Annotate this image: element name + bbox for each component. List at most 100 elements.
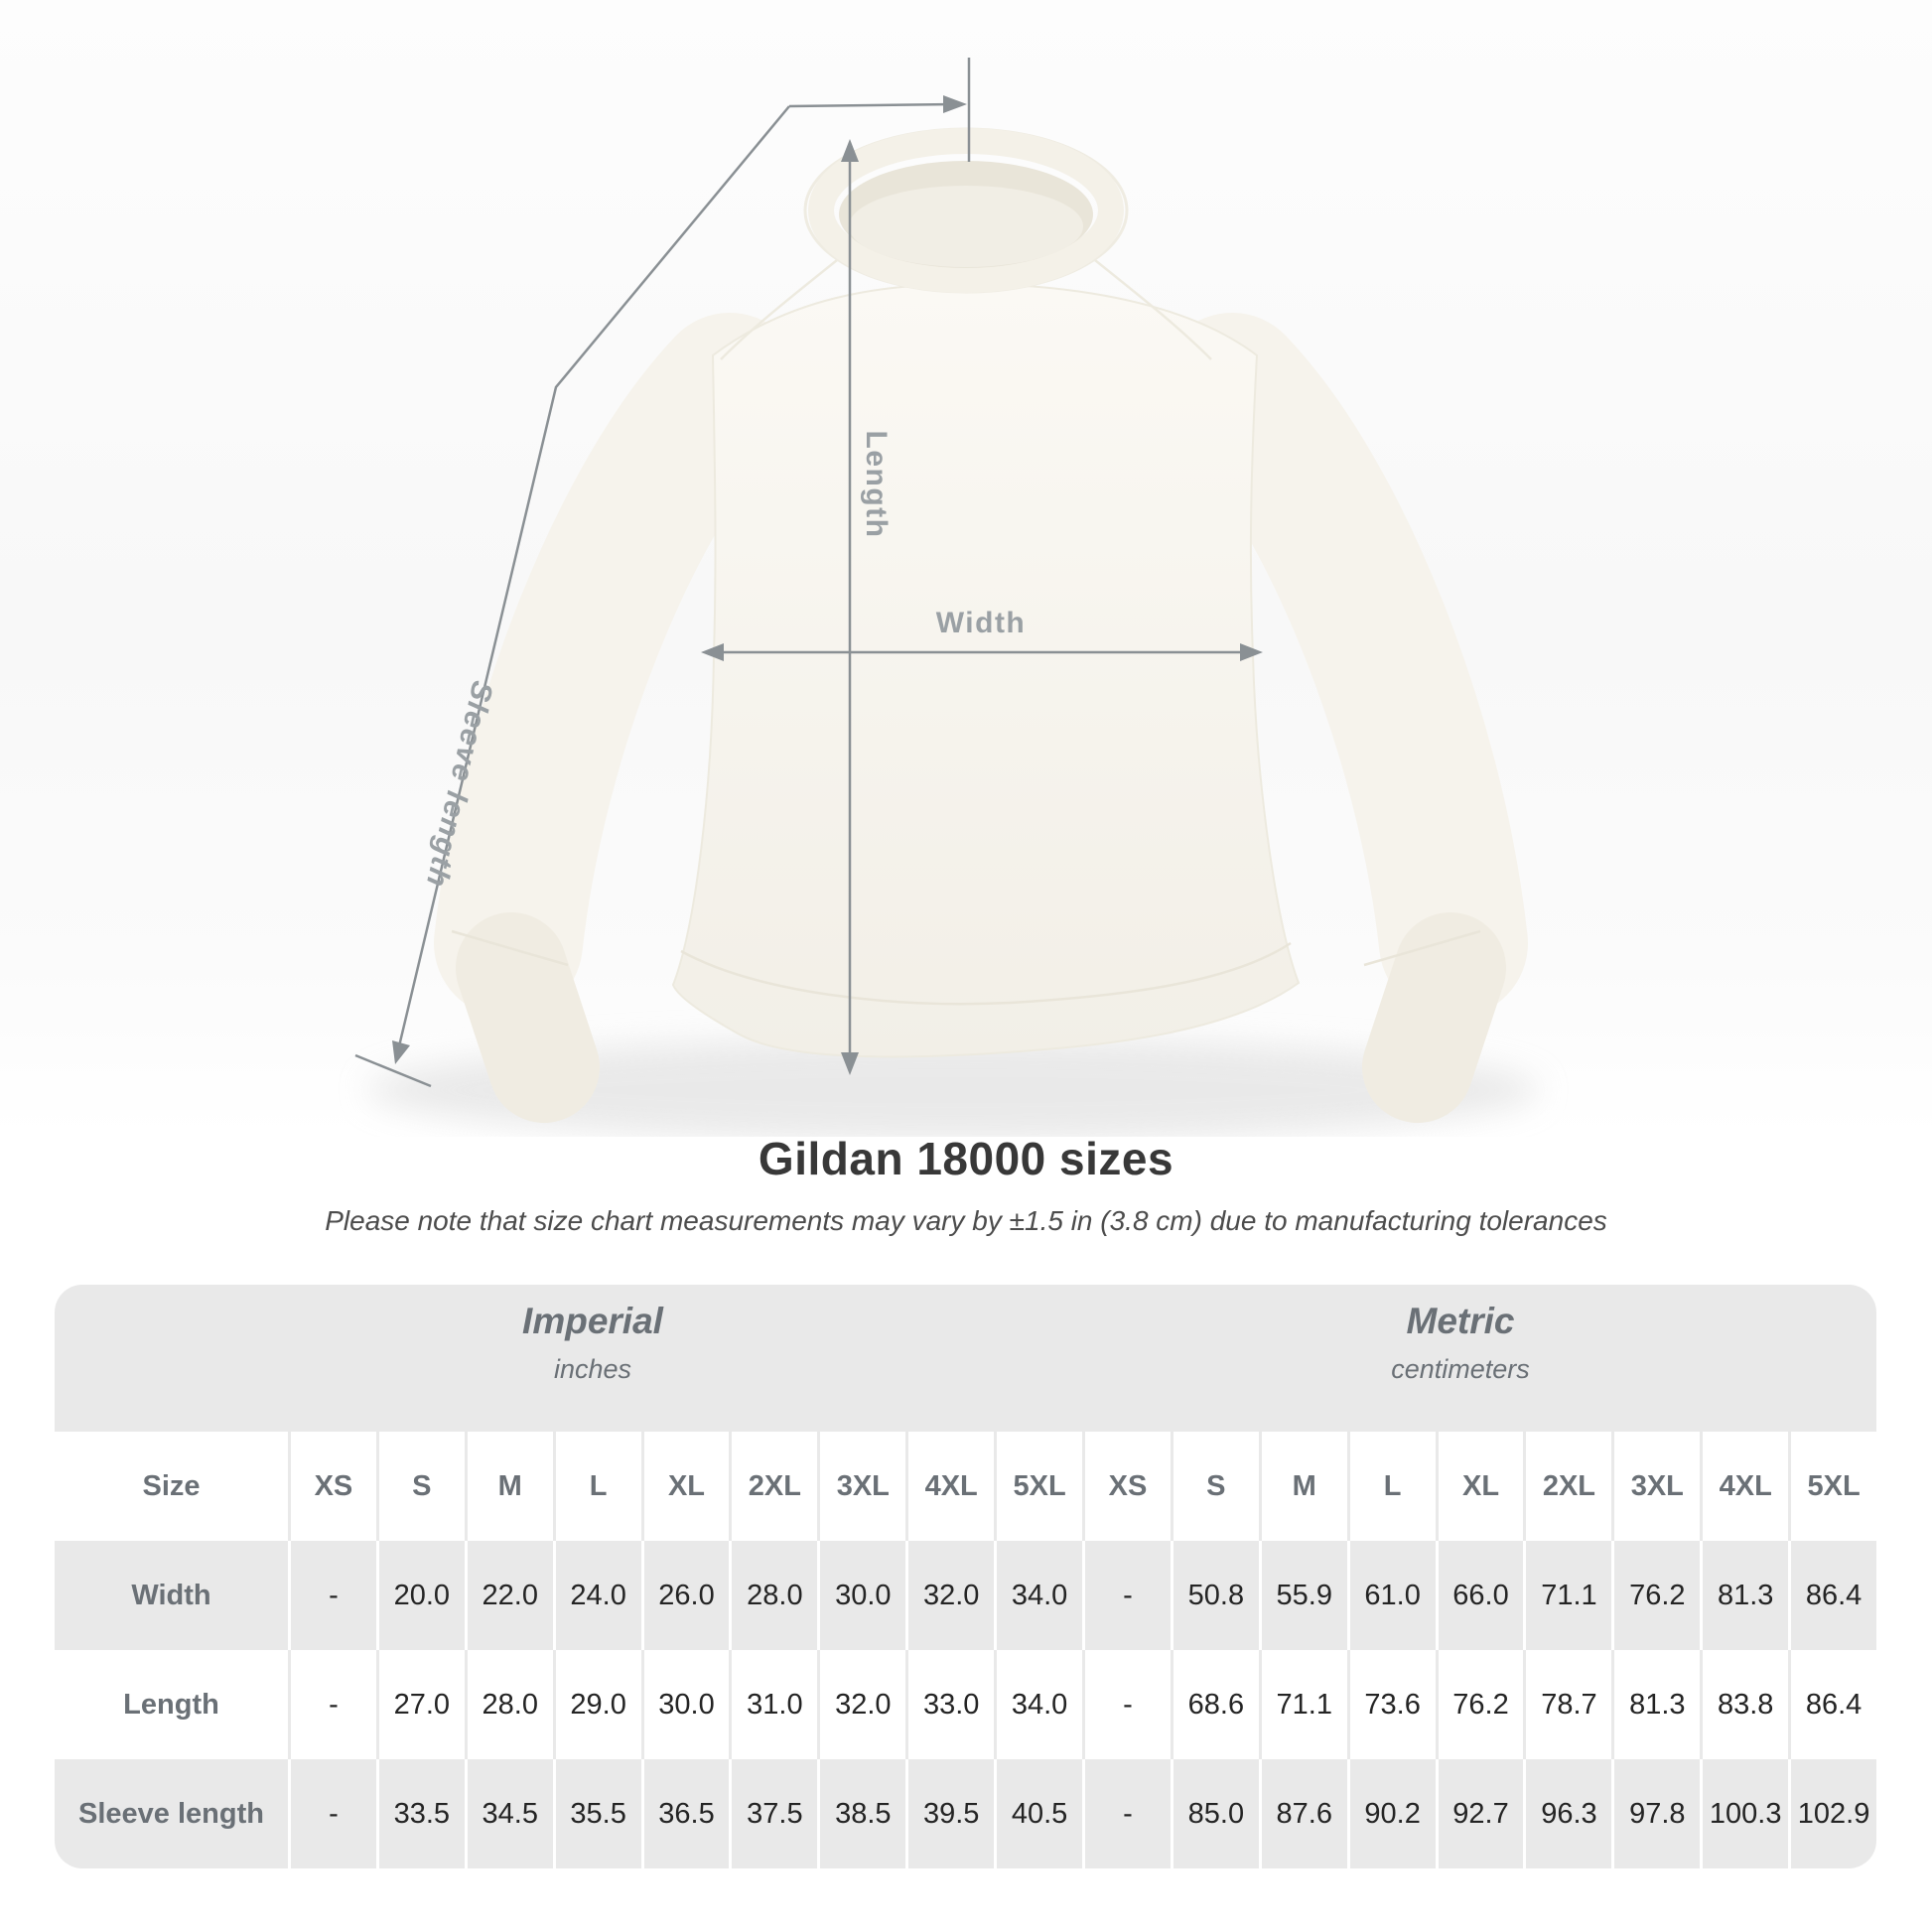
imperial-value: 20.0: [375, 1541, 465, 1650]
metric-value: 86.4: [1788, 1650, 1876, 1759]
size-column-header-imperial: S: [375, 1432, 465, 1541]
page-title: Gildan 18000 sizes: [758, 1133, 1174, 1184]
imperial-value: 33.5: [375, 1759, 465, 1868]
metric-value: 90.2: [1346, 1759, 1436, 1868]
size-column-header-metric: M: [1258, 1432, 1347, 1541]
right-cuff-seam: [1363, 929, 1481, 967]
metric-value: 92.7: [1435, 1759, 1524, 1868]
metric-value: 55.9: [1258, 1541, 1347, 1650]
metric-value: 81.3: [1611, 1650, 1700, 1759]
size-column-header-metric: XL: [1435, 1432, 1524, 1541]
imperial-value: 40.5: [994, 1759, 1082, 1868]
imperial-value: -: [288, 1541, 376, 1650]
sweatshirt-photo: [354, 58, 1539, 1137]
size-column-header-metric: S: [1170, 1432, 1259, 1541]
measurement-lines: [354, 58, 1253, 1088]
size-table-rows: Size XS S M L XL 2XL 3XL 4XL 5XL XS S M L XL 2XL 3XL 4XL 5…: [55, 1432, 1876, 1868]
sleeve-measure-line: [396, 105, 790, 1051]
imperial-value: 32.0: [905, 1541, 994, 1650]
imperial-value: 31.0: [729, 1650, 817, 1759]
imperial-value: 32.0: [817, 1650, 905, 1759]
size-column-header-imperial: 5XL: [994, 1432, 1082, 1541]
metric-value: 87.6: [1258, 1759, 1347, 1868]
size-corner-header: Size: [142, 1469, 201, 1502]
size-column-header-imperial: XL: [640, 1432, 730, 1541]
metric-value: 78.7: [1523, 1650, 1611, 1759]
imperial-value: -: [288, 1650, 376, 1759]
imperial-unit-name: inches: [553, 1354, 632, 1384]
crewneck-collar: [803, 127, 1129, 294]
metric-value: 76.2: [1435, 1650, 1524, 1759]
size-column-header-metric: XS: [1082, 1432, 1171, 1541]
size-column-header-metric: 5XL: [1788, 1432, 1876, 1541]
measurement-row: Length -27.0 28.0 29.0 30.0 31.0 32.0 33.0 34.0-…: [55, 1650, 1876, 1759]
imperial-value: -: [288, 1759, 376, 1868]
imperial-label: Imperial: [522, 1301, 663, 1341]
metric-value: 68.6: [1170, 1650, 1259, 1759]
imperial-value: 29.0: [552, 1650, 641, 1759]
measurement-row: Sleeve length -33.5 34.5 35.5 36.5 37.5 38.5 39…: [55, 1759, 1876, 1868]
cuff-end-tick: [354, 1053, 432, 1088]
measurement-row: Width -20.0 22.0 24.0 26.0 28.0 30.0 32.0 34.0-5…: [55, 1541, 1876, 1650]
tolerance-note: Please note that size chart measurements…: [325, 1205, 1607, 1236]
imperial-value: 27.0: [375, 1650, 465, 1759]
imperial-value: 30.0: [640, 1650, 730, 1759]
metric-value: 86.4: [1788, 1541, 1876, 1650]
width-annotation-label: Width: [935, 607, 1027, 639]
imperial-value: 24.0: [552, 1541, 641, 1650]
garment-shadow: [367, 1038, 1539, 1137]
metric-value: 76.2: [1611, 1541, 1700, 1650]
measure-arrowheads: [392, 95, 1263, 1075]
metric-label: Metric: [1406, 1301, 1515, 1341]
metric-value: 50.8: [1170, 1541, 1259, 1650]
unit-header-band: Imperial inches Metric centimeters: [55, 1285, 1876, 1432]
size-column-header-metric: L: [1346, 1432, 1436, 1541]
left-sleeve: [434, 313, 804, 1018]
size-column-header-imperial: 3XL: [817, 1432, 905, 1541]
left-cuff-seam: [451, 929, 569, 967]
imperial-value: 38.5: [817, 1759, 905, 1868]
row-label: Width: [131, 1579, 211, 1611]
metric-value: 81.3: [1700, 1541, 1788, 1650]
size-chart-card: Imperial inches Metric centimeters Size X…: [55, 1285, 1876, 1868]
left-cuff: [456, 912, 600, 1123]
product-photo-area: Length Width Sleeve length: [0, 0, 1932, 1137]
right-cuff: [1362, 912, 1506, 1123]
size-column-header-metric: 2XL: [1523, 1432, 1611, 1541]
size-column-header-imperial: 2XL: [729, 1432, 817, 1541]
metric-value: 71.1: [1258, 1650, 1347, 1759]
imperial-value: 22.0: [464, 1541, 553, 1650]
metric-unit-name: centimeters: [1391, 1354, 1530, 1384]
metric-value: -: [1082, 1650, 1171, 1759]
top-measure-line: [788, 102, 956, 108]
imperial-value: 34.0: [994, 1541, 1082, 1650]
size-column-header-imperial: 4XL: [905, 1432, 994, 1541]
row-label: Length: [123, 1688, 219, 1721]
metric-value: 96.3: [1523, 1759, 1611, 1868]
left-shoulder-seam: [720, 247, 853, 360]
size-column-header-metric: 3XL: [1611, 1432, 1700, 1541]
imperial-value: 36.5: [640, 1759, 730, 1868]
size-column-header-imperial: M: [464, 1432, 553, 1541]
imperial-value: 30.0: [817, 1541, 905, 1650]
metric-value: 83.8: [1700, 1650, 1788, 1759]
hem-seam: [680, 941, 1292, 1006]
imperial-value: 28.0: [729, 1541, 817, 1650]
imperial-unit-header: Imperial inches: [522, 1301, 663, 1385]
size-column-header-metric: 4XL: [1700, 1432, 1788, 1541]
sweatshirt-body: [671, 282, 1301, 1058]
sweatshirt-sleeves: [434, 313, 1528, 1123]
imperial-value: 39.5: [905, 1759, 994, 1868]
right-shoulder-seam: [1079, 247, 1212, 360]
imperial-value: 28.0: [464, 1650, 553, 1759]
metric-value: 100.3: [1700, 1759, 1788, 1868]
right-sleeve: [1158, 313, 1528, 1018]
metric-value: -: [1082, 1759, 1171, 1868]
imperial-value: 34.0: [994, 1650, 1082, 1759]
metric-value: 85.0: [1170, 1759, 1259, 1868]
metric-value: 66.0: [1435, 1541, 1524, 1650]
metric-value: 73.6: [1346, 1650, 1436, 1759]
size-column-header-imperial: L: [552, 1432, 641, 1541]
metric-value: 97.8: [1611, 1759, 1700, 1868]
